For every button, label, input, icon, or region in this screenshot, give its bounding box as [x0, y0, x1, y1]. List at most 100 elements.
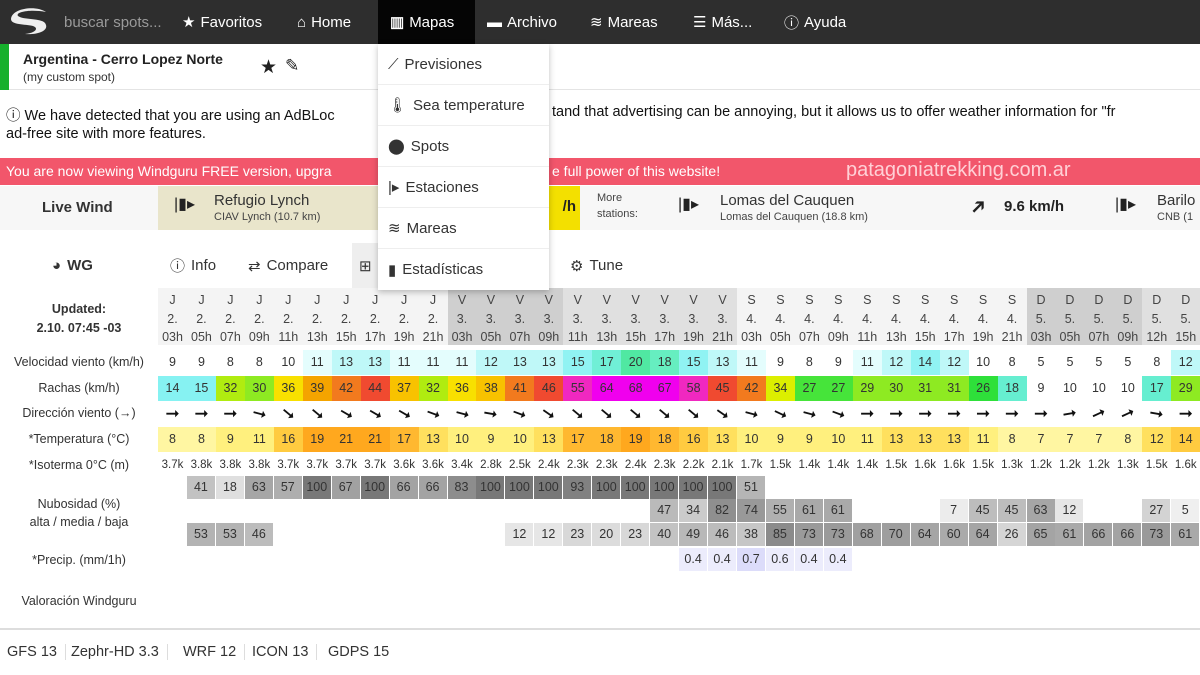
model-wrf[interactable]: WRF 12	[183, 644, 246, 660]
favorite-star-icon[interactable]: ★	[260, 57, 278, 78]
temperature-cell: 7	[1026, 427, 1056, 452]
column-header: V 3. 11h	[563, 288, 593, 345]
tab-info[interactable]: ⓘ Info	[170, 257, 217, 275]
column-header: J 2. 11h	[273, 288, 303, 345]
wind-speed-cell: 5	[1113, 350, 1143, 375]
gust-cell: 36	[273, 376, 303, 401]
gust-cell: 14	[158, 376, 187, 401]
upgrade-banner[interactable]: You are now viewing Windguru FREE versio…	[0, 158, 1200, 185]
header-days: J	[314, 293, 321, 307]
nav-home[interactable]: ⌂ Home	[297, 13, 352, 31]
cloud-cell: 63	[1026, 499, 1055, 522]
cloud-cell: 23	[563, 523, 592, 546]
header-days: D	[1123, 293, 1133, 307]
header-days: D	[1094, 293, 1104, 307]
label-precipitation: *Precip. (mm/1h)	[32, 553, 126, 567]
cloud-cell: 34	[679, 499, 708, 522]
cloud-cell: 40	[650, 523, 679, 546]
column-header: V 3. 13h	[592, 288, 622, 345]
nav-mas[interactable]: ☰ Más...	[693, 13, 753, 32]
grid-icon: ⊞	[359, 257, 372, 275]
menu-estaciones[interactable]: |▸ Estaciones	[378, 167, 549, 208]
wind-speed-cell: 10	[273, 350, 303, 375]
cloud-cell: 57	[273, 476, 302, 499]
windguru-logo[interactable]	[6, 6, 54, 38]
model-zephr-hd[interactable]: Zephr-HD 3.3	[71, 644, 168, 660]
tab-wg[interactable]: ◕ WG	[52, 257, 93, 274]
station-bariloche[interactable]: |▮▸ Barilo CNB (1	[1115, 192, 1196, 223]
cloud-cell: 100	[679, 476, 708, 499]
menu-spots[interactable]: ⬤ Spots	[378, 126, 549, 167]
temperature-cell: 7	[1055, 427, 1085, 452]
live-wind-label: Live Wind	[42, 199, 113, 216]
nav-ayuda[interactable]: ⓘ Ayuda	[784, 13, 847, 32]
adblock-notice: ⓘ We have detected that you are using an…	[6, 108, 335, 124]
nav-archivo[interactable]: ▬ Archivo	[487, 13, 558, 31]
wind-speed-cell: 8	[997, 350, 1027, 375]
cloud-cell: 45	[968, 499, 997, 522]
nav-mareas[interactable]: ≋ Mareas	[590, 13, 658, 32]
gust-cell: 30	[244, 376, 274, 401]
tab-compare[interactable]: ⇄ Compare	[248, 257, 329, 275]
gust-cell: 31	[910, 376, 940, 401]
gust-cell: 58	[679, 376, 709, 401]
cloud-cell: 60	[939, 523, 968, 546]
temperature-cell: 12	[1142, 427, 1172, 452]
gust-cell: 64	[592, 376, 622, 401]
spot-name: Argentina - Cerro Lopez Norte	[23, 51, 223, 67]
header-hours: 19h	[393, 330, 415, 344]
header-dates: 3.	[717, 311, 728, 326]
cloud-cell: 5	[1171, 499, 1200, 522]
model-gdps[interactable]: GDPS 15	[328, 644, 390, 660]
isotherm-cell: 1.5k	[769, 459, 792, 471]
menu-mareas[interactable]: ≋ Mareas	[378, 208, 549, 249]
nav-mapas[interactable]: ▥ Mapas	[378, 0, 475, 44]
updated-value: 2.10. 07:45 -03	[36, 321, 122, 335]
edit-pencil-icon[interactable]: ✎	[285, 56, 300, 75]
header-hours: 21h	[1001, 330, 1023, 344]
wind-speed-cell: 13	[360, 350, 390, 375]
temperature-cell: 13	[881, 427, 911, 452]
header-days: S	[1007, 293, 1017, 307]
wind-speed-cell: 8	[215, 350, 245, 375]
cloud-cell: 100	[592, 476, 621, 499]
header-dates: 3.	[630, 311, 641, 326]
wind-direction-arrow-icon: ➞	[165, 404, 180, 423]
precip-cell: 0.6	[765, 548, 794, 571]
header-days: V	[457, 293, 467, 307]
tab-tune[interactable]: ⚙ Tune	[570, 257, 624, 275]
station-lomas-del-cauquen[interactable]: |▮▸ Lomas del Cauquen Lomas del Cauquen …	[678, 192, 1065, 223]
nav-favoritos[interactable]: ★ Favoritos	[182, 13, 263, 32]
cloud-cell: 61	[823, 499, 852, 522]
isotherm-cell: 3.8k	[190, 459, 213, 471]
column-header: V 3. 09h	[534, 288, 564, 345]
gust-cell: 38	[476, 376, 506, 401]
tab-grid[interactable]: ⊞	[352, 243, 378, 288]
gust-cell: 55	[563, 376, 593, 401]
cloud-cell: 26	[997, 523, 1026, 546]
wind-direction-arrow-icon: ➞	[1061, 402, 1079, 425]
isotherm-cell: 2.5k	[509, 459, 531, 471]
menu-sea-temperature[interactable]: 🌡 Sea temperature	[378, 85, 549, 126]
column-header: V 3. 21h	[708, 288, 738, 345]
info-icon: ⓘ	[170, 258, 186, 275]
wind-speed-cell: 13	[331, 350, 361, 375]
temperature-cell: 9	[476, 427, 506, 452]
model-gfs[interactable]: GFS 13	[7, 644, 66, 660]
menu-estadisticas[interactable]: ▮ Estadísticas	[388, 261, 484, 279]
header-dates: 4.	[1006, 311, 1018, 326]
station-refugio-lynch[interactable]: |▮▸ Refugio Lynch CIAV Lynch (10.7 km)	[158, 186, 378, 230]
wind-direction-arrow-icon: ➞	[1148, 402, 1166, 425]
model-icon[interactable]: ICON 13	[252, 644, 318, 660]
mapas-dropdown: ⟋ Previsiones 🌡 Sea temperature ⬤ Spots |▸ E…	[378, 44, 549, 290]
menu-previsiones[interactable]: ⟋ Previsiones	[378, 44, 549, 85]
gust-cell: 29	[852, 376, 882, 401]
column-header: J 2. 09h	[244, 288, 274, 345]
header-hours: 11h	[857, 330, 878, 344]
header-dates: 5.	[1151, 311, 1163, 326]
search-input[interactable]: buscar spots...	[64, 13, 162, 31]
wind-direction-arrow-icon: ➞	[828, 402, 849, 425]
header-dates: 2.	[312, 311, 323, 326]
header-hours: 15h	[914, 330, 936, 344]
isotherm-cell: 1.3k	[1116, 459, 1139, 471]
